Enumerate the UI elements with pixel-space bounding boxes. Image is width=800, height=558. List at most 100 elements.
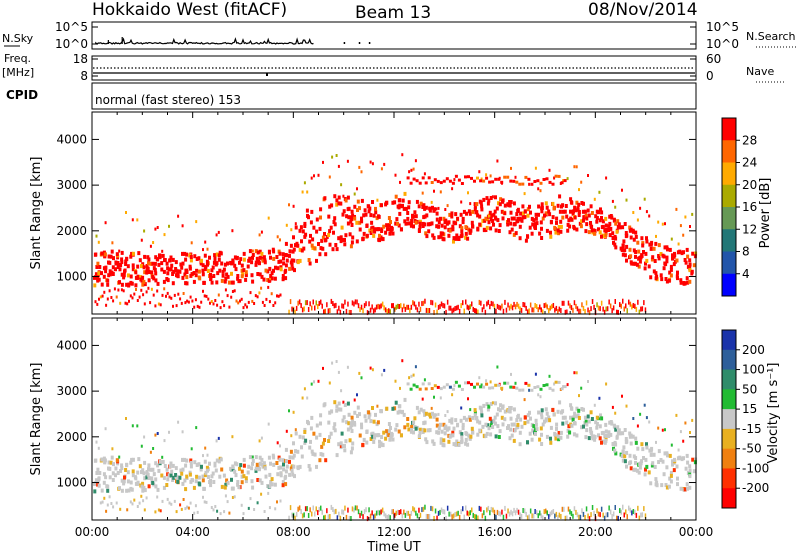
echo-cell: [282, 261, 286, 266]
echo-cell: [434, 302, 437, 308]
echo-cell: [142, 499, 145, 503]
echo-cell: [285, 464, 289, 469]
echo-cell: [94, 478, 98, 483]
echo-cell: [425, 513, 428, 519]
echo-cell: [685, 453, 689, 458]
echo-cell: [394, 379, 397, 383]
echo-cell: [468, 211, 472, 216]
echo-cell: [394, 194, 398, 199]
echo-cell: [452, 442, 456, 447]
echo-cell: [180, 471, 184, 476]
echo-cell: [598, 190, 601, 194]
echo-cell: [628, 225, 632, 230]
echo-cell: [224, 288, 227, 292]
echo-cell: [576, 306, 579, 312]
echo-cell: [487, 198, 491, 203]
echo-cell: [589, 204, 593, 209]
echo-cell: [267, 422, 270, 426]
echo-cell: [179, 503, 182, 507]
echo-cell: [415, 179, 419, 183]
echo-cell: [628, 431, 632, 436]
echo-cell: [467, 191, 469, 195]
colorbar-tick-label: -15: [742, 422, 762, 436]
echo-cell: [491, 195, 494, 199]
echo-cell: [424, 437, 428, 442]
echo-cell: [415, 199, 419, 204]
echo-cell: [219, 457, 223, 462]
echo-cell: [120, 478, 124, 483]
echo-cell: [162, 485, 166, 490]
echo-cell: [544, 211, 548, 216]
echo-cell: [625, 198, 628, 202]
echo-cell: [524, 381, 528, 385]
echo-cell: [153, 261, 157, 266]
echo-cell: [230, 271, 233, 276]
echo-cell: [484, 309, 487, 315]
echo-cell: [332, 301, 334, 306]
echo-cell: [526, 440, 529, 445]
echo-cell: [676, 456, 680, 461]
echo-cell: [285, 258, 289, 263]
echo-cell: [555, 511, 558, 517]
echo-cell: [422, 506, 425, 512]
echo-cell: [454, 174, 458, 178]
echo-cell: [559, 430, 563, 435]
echo-cell: [626, 514, 628, 520]
echo-cell: [480, 207, 484, 212]
echo-cell: [279, 238, 281, 242]
echo-cell: [589, 427, 592, 431]
echo-cell: [103, 458, 107, 463]
echo-cell: [162, 279, 166, 284]
echo-cell: [576, 512, 579, 518]
echo-cell: [671, 462, 674, 467]
echo-cell: [649, 452, 653, 457]
echo-cell: [147, 257, 151, 262]
echo-cell: [537, 410, 541, 415]
echo-cell: [566, 434, 570, 439]
echo-cell: [143, 302, 146, 306]
echo-cell: [142, 293, 145, 297]
echo-cell: [406, 422, 410, 427]
echo-cell: [97, 277, 101, 282]
echo-cell: [326, 508, 328, 514]
echo-cell: [421, 191, 424, 195]
echo-cell: [120, 260, 124, 265]
echo-cell: [262, 255, 266, 260]
echo-cell: [494, 434, 498, 439]
echo-cell: [543, 419, 546, 424]
echo-cell: [575, 406, 579, 411]
echo-cell: [572, 209, 575, 214]
echo-cell: [623, 512, 625, 518]
echo-cell: [270, 276, 274, 281]
echo-cell: [516, 507, 518, 513]
echo-cell: [356, 405, 360, 410]
echo-cell: [362, 437, 366, 442]
echo-cell: [400, 509, 402, 515]
echo-cell: [528, 431, 532, 436]
echo-cell: [226, 500, 229, 504]
echo-cell: [146, 472, 150, 477]
echo-cell: [424, 298, 426, 304]
echo-cell: [115, 458, 119, 463]
echo-cell: [292, 410, 295, 414]
echo-cell: [665, 259, 669, 264]
echo-cell: [566, 383, 569, 387]
echo-cell: [593, 510, 595, 516]
echo-cell: [534, 226, 537, 230]
echo-cell: [401, 307, 404, 313]
echo-cell: [558, 400, 562, 405]
echo-cell: [377, 227, 381, 232]
echo-cell: [423, 378, 426, 382]
echo-cell: [608, 214, 612, 219]
echo-cell: [397, 223, 401, 228]
echo-cell: [531, 307, 533, 313]
echo-cell: [143, 254, 147, 259]
echo-cell: [99, 501, 102, 505]
echo-cell: [563, 179, 567, 183]
echo-cell: [669, 267, 673, 272]
echo-cell: [168, 464, 172, 469]
echo-cell: [337, 401, 341, 406]
echo-cell: [93, 275, 96, 280]
echo-cell: [555, 422, 559, 427]
